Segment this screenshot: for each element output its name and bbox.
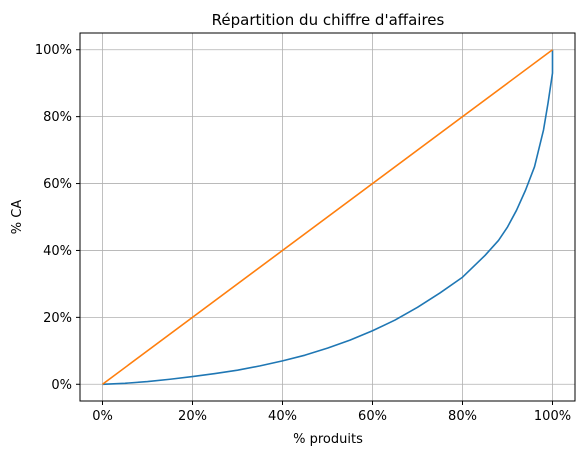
x-tick-label: 60% <box>358 409 387 424</box>
x-tick-label: 80% <box>448 409 477 424</box>
grid <box>80 33 575 401</box>
y-tick-label: 60% <box>43 177 72 192</box>
y-tick-label: 100% <box>35 43 72 58</box>
y-tick-label: 0% <box>51 378 72 393</box>
plot-frame <box>79 32 576 402</box>
lorenz-curve-line <box>102 49 554 386</box>
y-axis: 0% 20% 40% 60% 80% 100% <box>35 43 80 393</box>
x-tick-label: 100% <box>534 409 571 424</box>
y-tick-label: 20% <box>43 311 72 326</box>
y-tick-label: 80% <box>43 110 72 125</box>
equality-line <box>102 49 553 385</box>
y-tick-label: 40% <box>43 244 72 259</box>
chart-title: Répartition du chiffre d'affaires <box>212 11 445 29</box>
x-tick-label: 40% <box>268 409 297 424</box>
x-tick-label: 20% <box>178 409 207 424</box>
series-group <box>102 49 554 386</box>
x-axis: 0% 20% 40% 60% 80% 100% <box>92 401 571 424</box>
x-axis-label: % produits <box>293 432 363 447</box>
x-tick-label: 0% <box>92 409 113 424</box>
y-axis-label: % CA <box>10 200 25 235</box>
